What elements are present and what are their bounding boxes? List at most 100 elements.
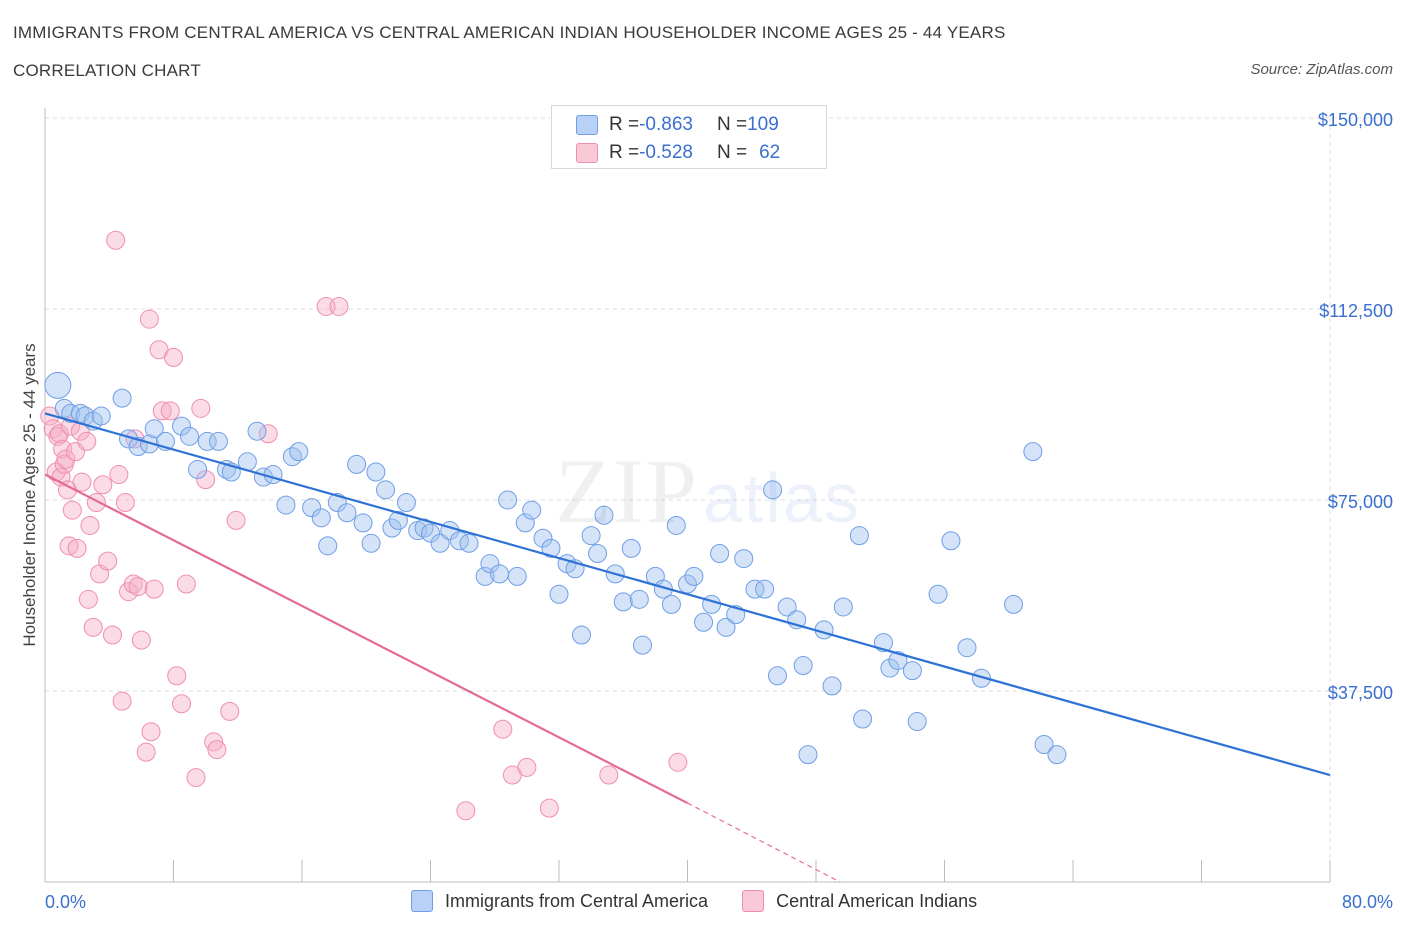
point-central-american-indians	[112, 691, 132, 711]
point-central-american-indians	[196, 470, 216, 490]
legend-swatch-pink	[742, 890, 765, 912]
point-immigrants	[694, 612, 714, 632]
legend-swatch-blue	[576, 115, 598, 135]
point-immigrants	[888, 650, 908, 670]
legend-n-label: N =	[716, 142, 748, 163]
y-tick-label: $112,500	[1319, 301, 1393, 321]
point-immigrants	[684, 566, 704, 586]
point-immigrants	[716, 617, 736, 637]
point-immigrants	[594, 505, 614, 525]
point-immigrants	[957, 638, 977, 658]
point-immigrants	[902, 661, 922, 681]
legend-item-immigrants[interactable]: Immigrants from Central America	[411, 890, 708, 912]
point-immigrants	[581, 526, 601, 546]
point-immigrants	[282, 447, 302, 467]
point-immigrants	[361, 533, 381, 553]
point-central-american-indians	[220, 701, 240, 721]
point-immigrants	[61, 403, 81, 423]
point-immigrants	[490, 564, 510, 584]
point-immigrants	[522, 500, 542, 520]
point-central-american-indians	[172, 694, 192, 714]
y-tick-label: $75,000	[1328, 492, 1393, 512]
point-central-american-indians	[152, 401, 172, 421]
point-immigrants	[755, 579, 775, 599]
point-immigrants	[971, 668, 991, 688]
point-immigrants	[661, 594, 681, 614]
point-central-american-indians	[160, 401, 180, 421]
point-immigrants	[571, 625, 591, 645]
point-immigrants	[396, 493, 416, 513]
point-central-american-indians	[186, 768, 206, 788]
point-immigrants	[633, 635, 653, 655]
series-immigrants-from-central-america	[44, 371, 1067, 765]
point-immigrants	[710, 543, 730, 563]
point-central-american-indians	[493, 719, 513, 739]
point-central-american-indians	[102, 625, 122, 645]
trendline-immigrants	[44, 412, 1331, 777]
legend-n-value: 62	[759, 142, 781, 163]
point-immigrants	[880, 658, 900, 678]
point-immigrants	[475, 566, 495, 586]
point-immigrants	[289, 442, 309, 462]
point-immigrants	[678, 574, 697, 594]
point-immigrants	[430, 533, 450, 553]
legend-r-value: -0.528	[639, 142, 693, 163]
y-axis-label: Householder Income Ages 25 - 44 years	[20, 343, 39, 646]
point-immigrants	[1034, 734, 1054, 754]
point-central-american-indians	[539, 798, 559, 818]
point-immigrants	[588, 543, 608, 563]
point-central-american-indians	[56, 449, 76, 469]
point-immigrants	[247, 421, 267, 441]
point-immigrants	[498, 490, 518, 510]
point-immigrants	[853, 709, 873, 729]
source-label: Source: ZipAtlas.com	[1250, 61, 1393, 78]
point-immigrants	[777, 597, 797, 617]
point-central-american-indians	[599, 765, 619, 785]
point-central-american-indians	[86, 493, 106, 513]
point-immigrants	[541, 538, 561, 558]
point-immigrants	[1047, 745, 1067, 765]
point-central-american-indians	[668, 752, 688, 772]
legend-n-label: N =	[716, 114, 748, 135]
y-tick-label: $37,500	[1328, 683, 1393, 703]
point-immigrants	[388, 510, 408, 530]
series-central-american-indians	[40, 230, 688, 821]
point-central-american-indians	[77, 431, 97, 451]
point-immigrants	[745, 579, 765, 599]
point-central-american-indians	[204, 732, 224, 752]
legend-n-value: 109	[747, 114, 779, 135]
legend-swatch-blue	[411, 890, 433, 912]
point-central-american-indians	[139, 309, 159, 329]
point-immigrants	[549, 584, 569, 604]
point-central-american-indians	[207, 740, 227, 760]
point-immigrants	[139, 434, 159, 454]
point-immigrants	[197, 431, 217, 451]
point-immigrants	[907, 712, 927, 732]
legend-swatch-pink	[576, 143, 598, 163]
point-immigrants	[376, 480, 396, 500]
point-immigrants	[629, 589, 649, 609]
point-central-american-indians	[176, 574, 196, 594]
point-central-american-indians	[62, 500, 82, 520]
point-immigrants	[833, 597, 853, 617]
point-immigrants	[533, 528, 553, 548]
point-immigrants	[347, 454, 367, 474]
point-immigrants	[621, 538, 641, 558]
point-immigrants	[507, 566, 527, 586]
point-immigrants	[515, 513, 535, 533]
chart-title: IMMIGRANTS FROM CENTRAL AMERICA VS CENTR…	[13, 23, 1006, 42]
point-central-american-indians	[167, 666, 187, 686]
point-central-american-indians	[191, 398, 211, 418]
point-central-american-indians	[72, 472, 92, 492]
point-immigrants	[263, 465, 283, 485]
point-immigrants	[763, 480, 783, 500]
point-immigrants	[798, 745, 818, 765]
point-immigrants	[44, 371, 72, 399]
point-immigrants	[421, 523, 440, 543]
point-immigrants	[366, 462, 386, 482]
point-immigrants	[767, 666, 787, 686]
legend-item-indians[interactable]: Central American Indians	[742, 890, 977, 912]
point-central-american-indians	[258, 424, 278, 444]
point-central-american-indians	[456, 801, 476, 821]
